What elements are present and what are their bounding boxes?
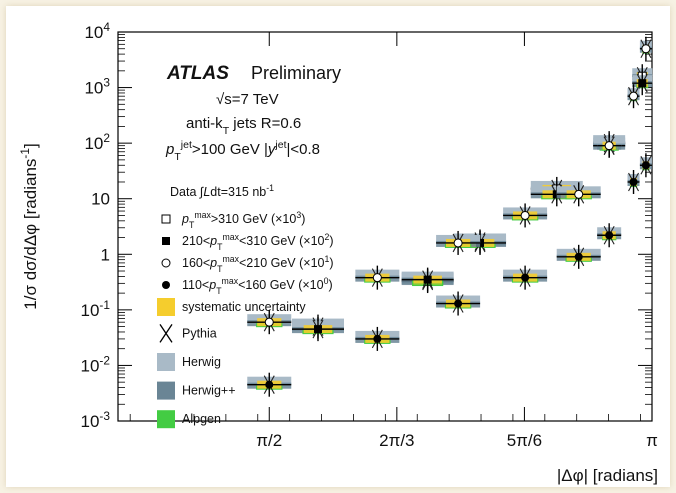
data-marker-filled-circle	[265, 380, 274, 389]
data-point	[436, 291, 481, 316]
y-axis-title: 1/σ dσ/dΔφ [radians-1]	[18, 143, 40, 309]
data-marker-open-circle	[264, 317, 274, 327]
data-point	[556, 182, 601, 207]
data-point	[632, 71, 653, 96]
data-marker-open-circle	[604, 141, 614, 151]
legend-label: 210<pTmax<310 GeV (×102)	[182, 232, 334, 252]
y-tick-label: 10	[91, 190, 110, 209]
legend-alpgen-box	[157, 410, 175, 429]
data-point	[627, 169, 640, 194]
cuts-label: pTjet>100 GeV |yjet|<0.8	[165, 139, 320, 163]
data-marker-filled-square	[313, 325, 322, 334]
y-tick-label: 10-1	[81, 298, 111, 320]
data-point	[247, 372, 292, 397]
data-point	[355, 265, 400, 290]
y-tick-label: 104	[84, 20, 110, 42]
legend-label: Herwig++	[182, 384, 236, 398]
x-tick-label: 5π/6	[507, 431, 542, 450]
legend-open-circle	[161, 258, 171, 268]
y-tick-label: 1	[101, 245, 110, 264]
y-tick-label: 10-3	[81, 409, 111, 431]
data-marker-filled-circle	[629, 177, 638, 186]
data-marker-filled-square	[638, 79, 647, 88]
y-tick-label: 102	[84, 131, 110, 153]
lumi-label: Data ∫Ldt=315 nb-1	[170, 183, 274, 199]
legend-herwig-box	[157, 353, 175, 371]
legend-pythia-marker	[159, 324, 173, 343]
legend-herwigpp-box	[157, 381, 175, 400]
data-point	[597, 223, 622, 248]
data-point	[401, 267, 454, 292]
x-tick-label: π/2	[256, 431, 282, 450]
data-marker-open-circle	[629, 91, 639, 101]
legend-label: Alpgen	[182, 412, 221, 426]
data-point	[503, 203, 548, 228]
experiment-label: ATLAS	[166, 63, 229, 84]
legend-label: 160<pTmax<210 GeV (×101)	[182, 254, 334, 274]
y-tick-label: 10-2	[81, 353, 111, 375]
data-marker-filled-circle	[641, 161, 650, 170]
data-point	[597, 133, 622, 158]
legend-label: Pythia	[182, 326, 217, 340]
legend-label: pTmax>310 GeV (×103)	[181, 210, 305, 230]
data-point	[291, 317, 344, 342]
x-tick-label: 2π/3	[379, 431, 414, 450]
data-marker-filled-circle	[373, 334, 382, 343]
status-label: Preliminary	[251, 63, 341, 83]
data-marker-filled-square	[423, 275, 432, 284]
energy-label: √s=7 TeV	[216, 91, 279, 108]
data-point	[639, 36, 652, 61]
data-marker-filled-circle	[574, 252, 583, 261]
x-tick-label: π	[646, 431, 658, 450]
legend-filled-square	[162, 237, 170, 245]
data-point	[355, 326, 400, 351]
legend-filled-circle	[162, 281, 170, 289]
data-marker-open-circle	[574, 189, 584, 199]
data-point	[639, 153, 652, 178]
chart-canvas: 10-3 10-2 10-1 1 10 102 103 104 π/2 2π/3 5π/6 π |Δφ|…	[6, 6, 670, 487]
data-point	[247, 310, 292, 335]
data-marker-open-circle	[453, 238, 463, 248]
legend-label: Herwig	[182, 355, 221, 369]
data-marker-filled-circle	[454, 299, 463, 308]
data-point	[556, 244, 601, 269]
data-point	[436, 230, 481, 255]
delta-phi-chart: 10-3 10-2 10-1 1 10 102 103 104 π/2 2π/3 5π/6 π |Δφ|…	[18, 20, 658, 485]
data-marker-open-circle	[520, 210, 530, 220]
data-point	[503, 265, 548, 290]
legend-systematic-box	[157, 298, 175, 316]
data-marker-open-circle	[641, 44, 651, 54]
data-marker-open-circle	[372, 273, 382, 283]
data-point	[627, 84, 640, 109]
data-marker-filled-circle	[605, 231, 614, 240]
jets-label: anti-kT jets R=0.6	[186, 115, 301, 137]
legend-label: 110<pTmax<160 GeV (×100)	[182, 276, 333, 296]
legend-label: systematic uncertainty	[182, 300, 306, 314]
y-tick-label: 103	[84, 76, 110, 98]
legend-open-square	[161, 214, 171, 224]
data-marker-filled-circle	[521, 273, 530, 282]
x-axis-title: |Δφ| [radians]	[557, 466, 658, 485]
